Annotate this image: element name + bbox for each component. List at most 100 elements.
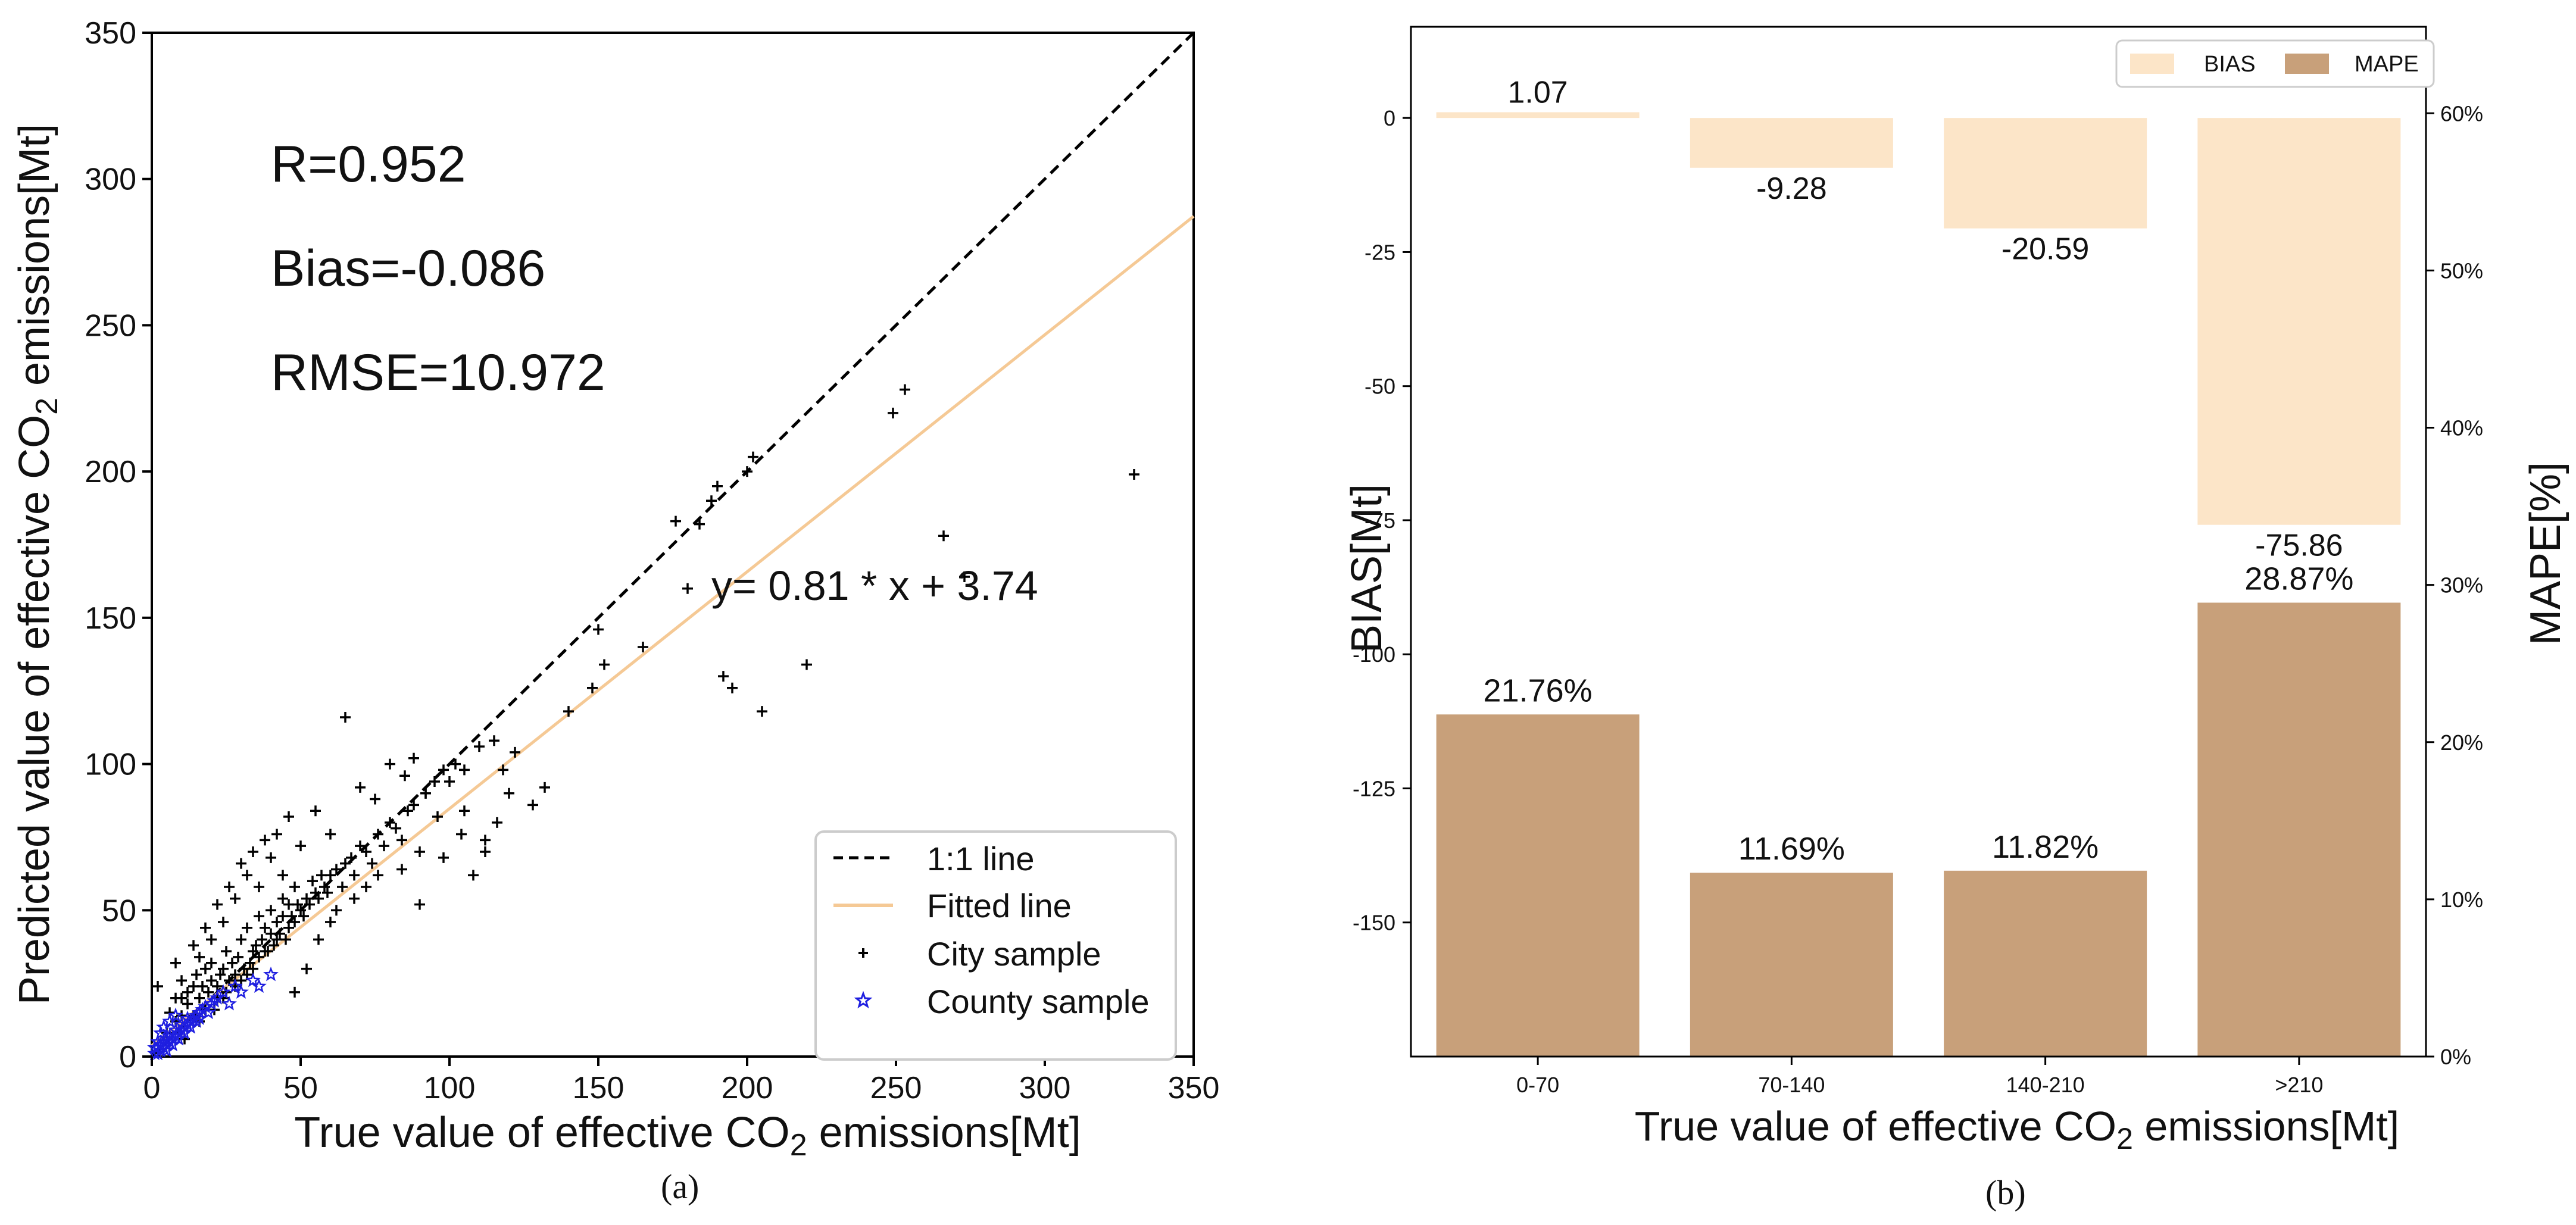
county-point	[192, 1010, 207, 1026]
city-point	[355, 840, 366, 852]
b-right-tick-label: 30%	[2440, 573, 2483, 598]
city-point	[367, 858, 377, 869]
city-point	[587, 682, 598, 693]
city-point	[349, 893, 360, 904]
city-point	[277, 870, 288, 881]
legend-mape-swatch	[2285, 54, 2329, 74]
city-point	[322, 887, 333, 898]
legend-mape: MAPE	[2355, 52, 2419, 77]
city-point	[242, 870, 252, 881]
fit-equation: y= 0.81 * x + 3.74	[711, 562, 1038, 609]
stat-bias: Bias=-0.086	[271, 240, 545, 297]
city-point	[301, 893, 312, 904]
city-point	[212, 899, 223, 910]
city-point	[307, 876, 318, 887]
city-point	[248, 946, 258, 957]
city-point	[206, 934, 217, 945]
city-point	[888, 407, 898, 418]
b-left-tick-label: -150	[1353, 911, 1395, 935]
county-point	[216, 984, 231, 999]
city-point	[268, 940, 279, 951]
city-point	[331, 864, 342, 875]
bias-bar	[1690, 118, 1893, 168]
city-point	[727, 682, 738, 693]
b-category-label: 70-140	[1758, 1073, 1825, 1097]
bias-value-label: -20.59	[2002, 232, 2089, 267]
a-x-tick-label: 150	[573, 1071, 625, 1105]
b-right-tick-label: 20%	[2440, 730, 2483, 755]
city-point	[176, 975, 187, 986]
a-y-axis-label: Predicted value of effective CO2 emissio…	[11, 124, 64, 1005]
city-point	[349, 870, 360, 881]
city-point	[283, 811, 294, 823]
city-point	[340, 858, 351, 869]
city-point	[289, 881, 300, 892]
city-point	[325, 870, 336, 881]
city-point	[248, 963, 258, 974]
city-point	[480, 835, 491, 846]
city-point	[313, 893, 324, 904]
fitted-line	[151, 215, 1195, 1047]
county-point	[221, 995, 237, 1011]
city-point	[218, 963, 229, 974]
legend-county: County sample	[927, 983, 1150, 1020]
city-point	[277, 893, 288, 904]
city-point	[399, 770, 410, 782]
county-point	[233, 984, 249, 999]
city-point	[233, 951, 243, 962]
city-point	[444, 776, 455, 788]
city-point	[292, 899, 303, 910]
city-point	[331, 905, 342, 916]
city-point	[248, 846, 258, 857]
legend-bias: BIAS	[2204, 52, 2256, 77]
city-point	[385, 817, 395, 828]
city-point	[420, 788, 431, 799]
city-point	[670, 515, 681, 527]
city-point	[182, 998, 193, 1010]
bias-value-label: -75.86	[2255, 529, 2343, 563]
city-point	[361, 881, 371, 892]
city-point	[379, 840, 389, 852]
city-point	[257, 934, 267, 945]
b-legend: BIAS MAPE	[2115, 39, 2435, 88]
city-point	[254, 951, 264, 962]
city-point	[504, 788, 514, 799]
city-point	[176, 992, 187, 1004]
city-point	[271, 829, 282, 840]
stat-r: R=0.952	[271, 136, 466, 193]
city-point	[712, 480, 723, 492]
a-points	[147, 384, 1139, 1061]
city-point	[373, 870, 383, 881]
city-point	[480, 846, 491, 857]
mape-value-label: 11.82%	[1992, 829, 2099, 865]
b-right-axis-label: MAPE[%]	[2522, 462, 2569, 645]
city-point	[215, 969, 226, 980]
city-point	[402, 805, 413, 817]
city-point	[408, 799, 419, 811]
city-point	[694, 518, 705, 530]
city-point	[510, 746, 520, 758]
city-point	[197, 981, 208, 992]
city-point	[325, 829, 336, 840]
city-point	[286, 911, 297, 922]
caption-a: (a)	[661, 1167, 700, 1206]
b-left-tick-label: -125	[1353, 776, 1395, 801]
b-left-tick-label: -100	[1353, 642, 1395, 667]
city-point	[337, 881, 348, 892]
b-bars	[1436, 112, 2401, 1057]
a-ticks: 0 50 100 150 200 250 300 350 0 50 100 150 200 250 300 3…	[85, 16, 1219, 1105]
b-right-tick-label: 0%	[2440, 1045, 2471, 1069]
county-point	[201, 1004, 216, 1020]
b-x-axis-label: True value of effective CO2 emissions[Mt…	[1635, 1103, 2399, 1155]
b-left-tick-label: -25	[1365, 240, 1395, 264]
city-point	[396, 864, 407, 875]
city-point	[283, 922, 294, 933]
a-x-tick-label: 100	[424, 1071, 476, 1105]
county-point	[251, 978, 267, 993]
mape-value-label: 11.69%	[1738, 831, 1845, 867]
city-point	[280, 934, 291, 945]
city-point	[593, 624, 604, 635]
legend-bias-swatch	[2130, 54, 2174, 74]
b-axes: 0 -25 -50 -75 -100 -125 -150 0% 10% 20% 30% 40% 50% 6…	[1353, 26, 2483, 1097]
a-y-tick-label: 50	[102, 893, 136, 928]
